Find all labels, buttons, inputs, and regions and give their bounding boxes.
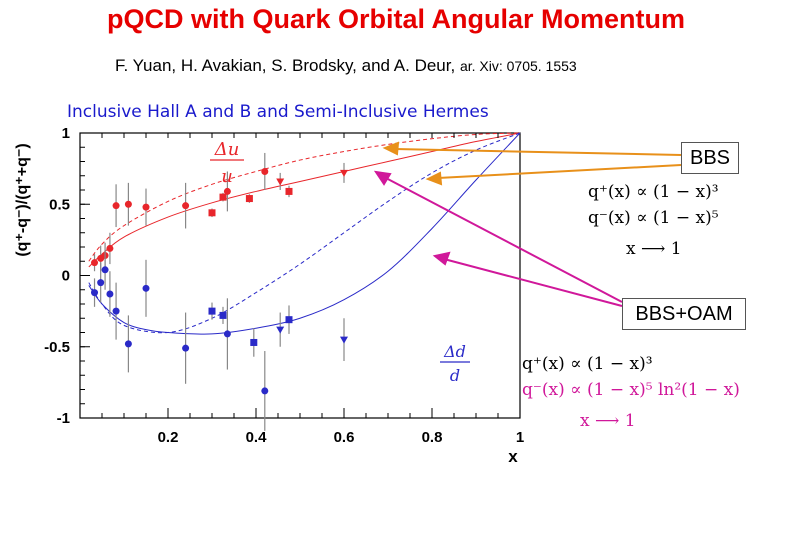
data-point-circle	[142, 284, 150, 292]
bbs-formula-qminus: q⁻(x) ∝ (1 − x)⁵	[588, 208, 719, 228]
data-point-triangle	[276, 178, 285, 186]
data-point-triangle	[276, 326, 285, 334]
data-point-triangle	[340, 336, 348, 344]
y-axis-label: (q⁺-q⁻)/(q⁺+q⁻)	[14, 143, 31, 256]
data-point-circle	[124, 340, 132, 348]
x-tick-label: 0.2	[158, 429, 179, 446]
bbs-arrowhead-upper	[382, 141, 400, 156]
data-point-circle	[182, 202, 190, 210]
x-tick-label: 0.4	[246, 429, 268, 446]
y-tick-label: -0.5	[44, 339, 70, 356]
delta-d-denominator: d	[450, 366, 460, 385]
bbs-formula-qplus: q⁺(x) ∝ (1 − x)³	[588, 182, 719, 202]
x-axis-label: x	[508, 447, 518, 466]
data-point-square	[208, 209, 216, 217]
bbs-formula-limit: x ⟶ 1	[626, 239, 682, 259]
data-point-circle	[101, 266, 109, 274]
data-point-square	[250, 338, 258, 346]
bbs-arrowhead-lower	[425, 171, 443, 186]
data-point-circle	[106, 290, 114, 298]
data-point-circle	[261, 167, 269, 175]
data-point-circle	[124, 200, 132, 208]
model-curve	[88, 132, 521, 334]
y-tick-label: 0.5	[49, 196, 70, 213]
data-point-circle	[106, 244, 114, 252]
model-curve	[88, 132, 521, 268]
oam-arrows	[373, 170, 623, 307]
data-point-circle	[182, 344, 190, 352]
data-point-circle	[223, 187, 231, 195]
delta-u-numerator: Δu	[214, 139, 240, 160]
oam-formula-qminus: q⁻(x) ∝ (1 − x)⁵ ln²(1 − x)	[522, 380, 740, 400]
data-point-square	[219, 311, 227, 319]
data-point-square	[245, 195, 253, 203]
data-point-circle	[261, 387, 269, 395]
model-curve	[88, 132, 521, 335]
arxiv-reference: ar. Xiv: 0705. 1553	[459, 58, 577, 74]
data-point-circle	[91, 259, 99, 267]
data-point-circle	[142, 203, 150, 211]
bbs-arrow-lower	[437, 164, 682, 179]
data-point-circle	[112, 202, 120, 210]
model-curve	[88, 132, 521, 262]
data-point-square	[285, 316, 293, 324]
authors-line: F. Yuan, H. Avakian, S. Brodsky, and A. …	[115, 56, 577, 76]
data-point-circle	[97, 279, 105, 287]
y-tick-label: 1	[62, 125, 70, 142]
bbs-label-box: BBS	[681, 142, 739, 174]
oam-arrowhead-upper	[373, 170, 392, 186]
oam-arrow-lower	[443, 258, 623, 307]
data-point-square	[219, 193, 227, 201]
data-point-circle	[91, 289, 99, 297]
data-point-square	[285, 187, 293, 195]
data-point-triangle	[340, 169, 348, 177]
oam-arrow-upper	[383, 176, 623, 303]
data-point-circle	[223, 330, 231, 338]
data-point-square	[208, 307, 216, 315]
y-tick-label: -1	[57, 410, 70, 427]
bbs-oam-label-box: BBS+OAM	[622, 298, 746, 330]
delta-d-numerator: Δd	[443, 342, 466, 361]
bbs-arrows	[382, 141, 682, 186]
data-point-circle	[112, 307, 120, 315]
x-tick-label: 1	[516, 429, 524, 446]
x-tick-label: 0.8	[422, 429, 443, 446]
page-title: pQCD with Quark Orbital Angular Momentum	[106, 4, 686, 34]
y-tick-label: 0	[62, 268, 70, 285]
delta-u-denominator: u	[221, 166, 233, 187]
x-tick-label: 0.6	[334, 429, 355, 446]
oam-formula-limit: x ⟶ 1	[580, 411, 636, 431]
oam-arrowhead-lower	[432, 251, 451, 266]
authors-names: F. Yuan, H. Avakian, S. Brodsky, and A. …	[115, 56, 456, 75]
oam-formula-qplus: q⁺(x) ∝ (1 − x)³	[522, 354, 653, 374]
bbs-arrow-upper	[394, 148, 682, 156]
chart-subtitle: Inclusive Hall A and B and Semi-Inclusiv…	[67, 102, 489, 122]
